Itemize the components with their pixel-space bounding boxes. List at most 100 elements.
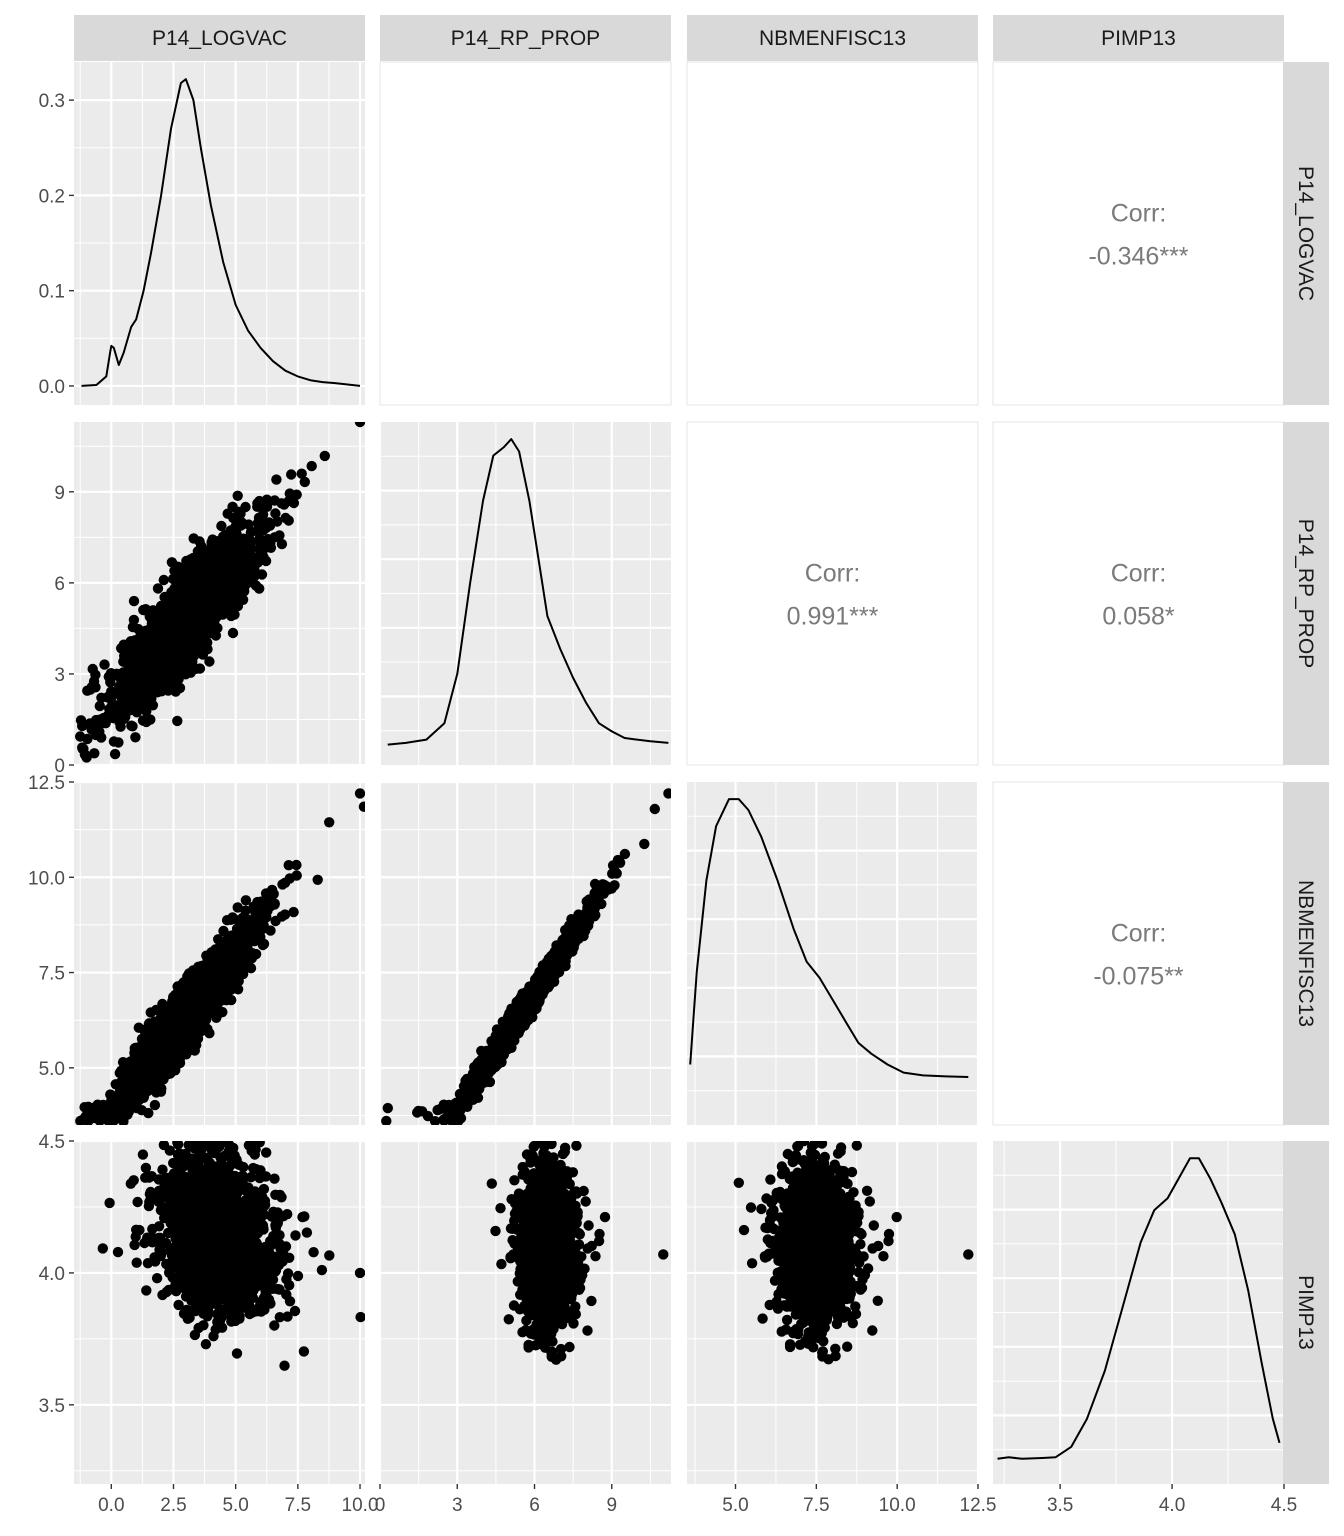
scatter-points-p14_rp_prop-nbmenfisc13	[381, 788, 671, 1125]
row-strip-0: P14_LOGVAC	[1283, 62, 1329, 405]
grid	[74, 62, 365, 405]
row-strip-label: P14_RP_PROP	[1294, 519, 1317, 668]
x-tick-label: 0	[375, 1495, 386, 1516]
row-strip-3: PIMP13	[1283, 1141, 1329, 1484]
x-tick-label: 10.0	[342, 1495, 379, 1516]
panel-1-0	[74, 422, 365, 765]
y-axis-pimp13: 3.5 4.0 4.5	[39, 1132, 74, 1417]
row-strip-label: NBMENFISC13	[1294, 880, 1317, 1027]
y-tick-label: 0	[54, 756, 65, 777]
y-tick-label: 0.3	[39, 91, 65, 112]
x-tick-label: 12.5	[960, 1495, 997, 1516]
y-tick-label: 12.5	[28, 773, 65, 794]
y-tick-label: 0.1	[39, 282, 65, 303]
panel-background	[686, 61, 979, 406]
column-strip-label: P14_LOGVAC	[152, 27, 287, 50]
density-curve-nbmenfisc13	[689, 798, 969, 1078]
y-tick-label: 10.0	[28, 868, 65, 889]
scatter-points-p14_rp_prop-pimp13	[486, 1141, 669, 1365]
scatter-points-p14_logvac-p14_rp_prop	[75, 422, 365, 763]
panel-background	[380, 782, 671, 1125]
x-tick-label: 10.0	[879, 1495, 916, 1516]
panel-0-3: Corr: -0.346***	[992, 61, 1285, 406]
panel-3-0	[74, 1141, 365, 1484]
y-axis-p14_logvac: 0.0 0.1 0.2 0.3	[39, 91, 74, 398]
column-strip-3: PIMP13	[993, 15, 1284, 61]
x-tick-label: 2.5	[160, 1495, 186, 1516]
row-strip-2: NBMENFISC13	[1283, 782, 1329, 1125]
corr-value: -0.346***	[1088, 243, 1188, 271]
x-tick-label: 4.5	[1271, 1495, 1297, 1516]
corr-label: Corr:	[1111, 920, 1167, 948]
corr-value: 0.058*	[1102, 603, 1175, 631]
panel-2-1	[380, 782, 671, 1125]
panel-1-3: Corr: 0.058*	[992, 421, 1285, 766]
column-strip-label: NBMENFISC13	[759, 27, 906, 50]
y-tick-label: 0.2	[39, 186, 65, 207]
column-strip-0: P14_LOGVAC	[74, 15, 365, 61]
scatter-points-p14_logvac-pimp13	[97, 1141, 365, 1371]
y-tick-label: 9	[54, 483, 65, 504]
corr-label: Corr:	[1111, 560, 1167, 588]
panel-1-1	[380, 422, 671, 765]
x-tick-label: 3	[452, 1495, 463, 1516]
grid	[687, 782, 978, 1125]
grid	[380, 422, 671, 765]
y-axis-nbmenfisc13: 5.0 7.5 10.0 12.5	[28, 773, 74, 1080]
panel-0-2	[686, 61, 979, 406]
corr-value: 0.991***	[787, 603, 879, 631]
panel-0-1	[379, 61, 672, 406]
y-tick-label: 3.5	[39, 1396, 65, 1417]
x-tick-label: 7.5	[285, 1495, 311, 1516]
y-tick-label: 7.5	[39, 964, 65, 985]
panel-3-3	[993, 1141, 1284, 1484]
x-tick-label: 3.5	[1047, 1495, 1073, 1516]
panel-3-2	[687, 1141, 978, 1484]
panel-background	[992, 421, 1285, 766]
y-axis-p14_rp_prop: 0 3 6 9	[54, 483, 74, 777]
panel-background	[74, 62, 365, 405]
panel-2-2	[687, 782, 978, 1125]
panel-background	[992, 61, 1285, 406]
y-tick-label: 0.0	[39, 377, 65, 398]
column-strip-label: PIMP13	[1101, 27, 1176, 50]
corr-label: Corr:	[1111, 200, 1167, 228]
column-strip-2: NBMENFISC13	[687, 15, 978, 61]
density-curve-pimp13	[997, 1157, 1281, 1460]
panel-background	[379, 61, 672, 406]
x-axis-p14_rp_prop: 0 3 6 9	[375, 1484, 617, 1516]
x-axis-nbmenfisc13: 5.0 7.5 10.0 12.5	[722, 1484, 996, 1516]
panel-background	[992, 781, 1285, 1126]
y-tick-label: 4.0	[39, 1264, 65, 1285]
corr-label: Corr:	[805, 560, 861, 588]
x-axis-p14_logvac: 0.0 2.5 5.0 7.5 10.0	[98, 1484, 379, 1516]
corr-value: -0.075**	[1093, 963, 1184, 991]
x-tick-label: 5.0	[722, 1495, 748, 1516]
grid	[993, 1141, 1284, 1484]
panel-2-3: Corr: -0.075**	[992, 781, 1285, 1126]
y-tick-label: 3	[54, 665, 65, 686]
x-tick-label: 6	[529, 1495, 540, 1516]
column-strip-label: P14_RP_PROP	[451, 27, 600, 50]
y-tick-label: 4.5	[39, 1132, 65, 1153]
scatter-points-nbmenfisc13-pimp13	[733, 1141, 974, 1365]
x-axis-pimp13: 3.5 4.0 4.5	[1047, 1484, 1297, 1516]
column-strip-1: P14_RP_PROP	[380, 15, 671, 61]
panel-3-1	[380, 1141, 671, 1484]
x-tick-label: 5.0	[222, 1495, 248, 1516]
scatter-points-p14_logvac-nbmenfisc13	[75, 788, 365, 1125]
x-tick-label: 4.0	[1159, 1495, 1185, 1516]
row-strip-label: PIMP13	[1294, 1275, 1317, 1350]
x-tick-label: 0.0	[98, 1495, 124, 1516]
row-strip-label: P14_LOGVAC	[1294, 166, 1317, 301]
x-tick-label: 9	[606, 1495, 617, 1516]
y-tick-label: 6	[54, 574, 65, 595]
y-tick-label: 5.0	[39, 1059, 65, 1080]
panel-2-0	[74, 782, 365, 1125]
panel-0-0	[74, 62, 365, 405]
x-tick-label: 7.5	[803, 1495, 829, 1516]
grid	[380, 782, 671, 1125]
density-curve-p14_logvac	[81, 78, 361, 387]
density-curve-p14_rp_prop	[387, 438, 669, 746]
